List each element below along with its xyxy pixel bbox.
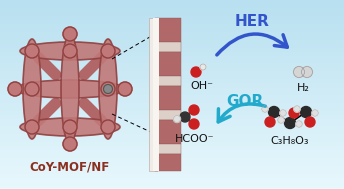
Circle shape [312, 110, 318, 116]
Bar [149, 18, 157, 171]
Ellipse shape [99, 39, 117, 139]
Circle shape [301, 106, 312, 118]
Ellipse shape [20, 42, 120, 60]
Circle shape [63, 137, 77, 151]
Circle shape [280, 110, 286, 116]
Circle shape [191, 67, 201, 77]
Circle shape [265, 117, 275, 127]
FancyArrowPatch shape [217, 34, 287, 55]
Bar [155, 52, 181, 76]
Circle shape [63, 27, 77, 41]
Circle shape [189, 105, 199, 115]
Circle shape [25, 120, 39, 134]
Ellipse shape [20, 118, 120, 136]
Bar [155, 76, 181, 86]
Circle shape [101, 120, 115, 134]
Circle shape [180, 112, 190, 122]
Ellipse shape [15, 80, 125, 98]
Circle shape [269, 106, 279, 118]
Bar [155, 86, 181, 110]
Circle shape [301, 67, 312, 77]
Circle shape [173, 115, 181, 122]
FancyArrowPatch shape [218, 104, 265, 122]
Circle shape [200, 64, 206, 70]
Text: C₃H₈O₃: C₃H₈O₃ [271, 136, 309, 146]
Circle shape [293, 67, 304, 77]
Ellipse shape [61, 34, 79, 144]
Bar [155, 42, 181, 52]
Bar [153, 18, 159, 171]
Text: HER: HER [235, 13, 269, 29]
Circle shape [25, 44, 39, 58]
Circle shape [284, 118, 295, 129]
Text: OH⁻: OH⁻ [191, 81, 214, 91]
Circle shape [8, 82, 22, 96]
Circle shape [25, 82, 39, 96]
Bar [155, 120, 181, 144]
Circle shape [294, 106, 300, 112]
Circle shape [189, 119, 199, 129]
Bar [155, 110, 181, 120]
Circle shape [289, 108, 299, 118]
Circle shape [118, 82, 132, 96]
Bar [155, 144, 181, 154]
Text: H₂: H₂ [297, 83, 310, 93]
Circle shape [63, 120, 77, 134]
Circle shape [63, 44, 77, 58]
Ellipse shape [23, 39, 41, 139]
Circle shape [278, 117, 284, 123]
Circle shape [104, 84, 112, 94]
Circle shape [262, 106, 268, 112]
Circle shape [101, 82, 115, 96]
Text: GOR: GOR [226, 94, 264, 109]
Text: HCOO⁻: HCOO⁻ [175, 134, 215, 144]
Bar [155, 154, 181, 171]
Text: CoY-MOF/NF: CoY-MOF/NF [30, 160, 110, 174]
Bar [155, 18, 181, 42]
Circle shape [101, 44, 115, 58]
Circle shape [305, 117, 315, 127]
Circle shape [296, 121, 302, 127]
